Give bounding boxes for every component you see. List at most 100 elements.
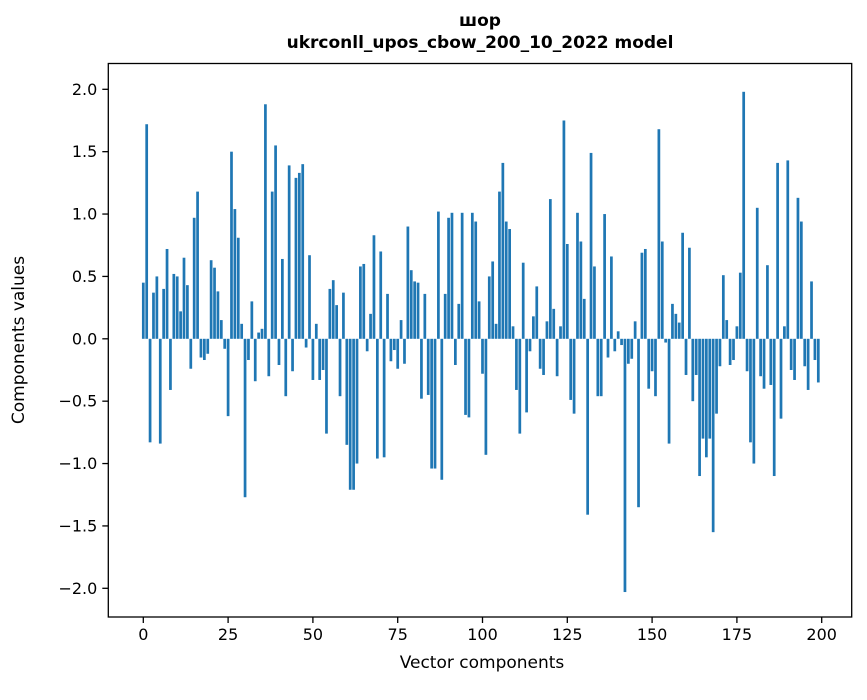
bar <box>535 286 539 339</box>
bar <box>576 212 579 339</box>
bar <box>362 263 366 339</box>
bar <box>688 247 691 339</box>
bar <box>674 313 678 339</box>
bar <box>620 338 623 346</box>
bar <box>752 338 756 464</box>
bar <box>786 160 790 339</box>
bar <box>532 316 535 339</box>
bar <box>705 338 708 458</box>
bar <box>701 338 705 439</box>
bar <box>776 162 779 339</box>
x-tick-label: 100 <box>467 625 498 644</box>
bar <box>257 332 260 339</box>
bar <box>179 311 182 339</box>
bar <box>447 217 450 339</box>
bar <box>569 338 573 400</box>
bar <box>413 281 417 339</box>
bar <box>660 241 664 339</box>
bar <box>664 338 668 343</box>
bar <box>759 338 762 377</box>
bar <box>816 338 820 383</box>
bar <box>284 338 288 397</box>
bar <box>260 328 264 339</box>
bar <box>148 338 152 443</box>
bars-group <box>141 91 820 593</box>
bar <box>813 338 817 361</box>
bar <box>375 338 379 459</box>
bar <box>372 235 376 339</box>
x-tick-label: 150 <box>637 625 668 644</box>
bar <box>586 338 590 515</box>
bar <box>420 338 423 399</box>
bar <box>589 152 593 339</box>
bar <box>732 338 735 361</box>
bar <box>416 282 420 339</box>
bar <box>623 338 627 593</box>
y-tick-label: 0.5 <box>72 267 97 286</box>
bar <box>504 221 508 339</box>
bar <box>647 338 651 389</box>
bar <box>559 326 562 339</box>
bar <box>443 293 447 339</box>
bar <box>684 338 688 375</box>
bar <box>715 338 718 414</box>
y-tick-label: 1.0 <box>72 205 97 224</box>
bar <box>457 303 461 339</box>
bar <box>379 251 383 339</box>
y-axis-label: Components values <box>9 256 29 424</box>
bar <box>213 267 216 339</box>
bar <box>291 338 294 372</box>
bar <box>226 338 230 417</box>
bar <box>657 129 661 339</box>
bar <box>515 338 518 390</box>
bar <box>508 229 511 339</box>
x-axis-label: Vector components <box>400 653 565 673</box>
bar <box>155 276 159 339</box>
bar <box>769 338 773 385</box>
bar <box>399 320 403 339</box>
bar <box>338 338 342 397</box>
bar <box>681 232 684 339</box>
bar <box>243 338 247 498</box>
bar <box>708 338 712 439</box>
bar <box>501 162 505 339</box>
bar <box>277 338 281 365</box>
bar <box>240 323 244 339</box>
bar <box>172 273 176 339</box>
bar <box>450 212 454 339</box>
bar <box>352 338 355 490</box>
bar <box>711 338 715 533</box>
bar <box>274 145 277 339</box>
bar <box>528 338 532 352</box>
bar <box>484 338 488 455</box>
bar <box>552 308 556 339</box>
bar <box>738 272 742 339</box>
bar <box>158 338 162 444</box>
bar <box>203 338 206 361</box>
bar <box>460 212 464 339</box>
bar <box>430 338 433 469</box>
bar <box>335 305 338 339</box>
bar <box>633 321 637 339</box>
y-tick-label: 0.0 <box>72 329 97 348</box>
bar <box>365 338 369 352</box>
bar <box>233 209 237 339</box>
bar <box>806 338 810 390</box>
bar <box>304 338 308 348</box>
bar <box>725 320 729 339</box>
bar <box>267 338 271 377</box>
bar <box>718 338 722 367</box>
bar <box>762 338 766 389</box>
x-tick-label: 125 <box>552 625 583 644</box>
axes-group: 0 25 50 75 100 125 150 175 200 2.0 1.5 1.0 0.5 0.0 −0.… <box>58 62 853 644</box>
bar <box>406 226 410 339</box>
bar <box>487 276 491 339</box>
bar <box>694 338 698 375</box>
bar <box>491 261 495 339</box>
bar <box>779 338 783 419</box>
y-tick-label: −1.5 <box>58 516 97 535</box>
bar <box>236 237 240 339</box>
bar <box>192 217 196 339</box>
bar <box>325 338 328 434</box>
bar <box>250 301 254 339</box>
